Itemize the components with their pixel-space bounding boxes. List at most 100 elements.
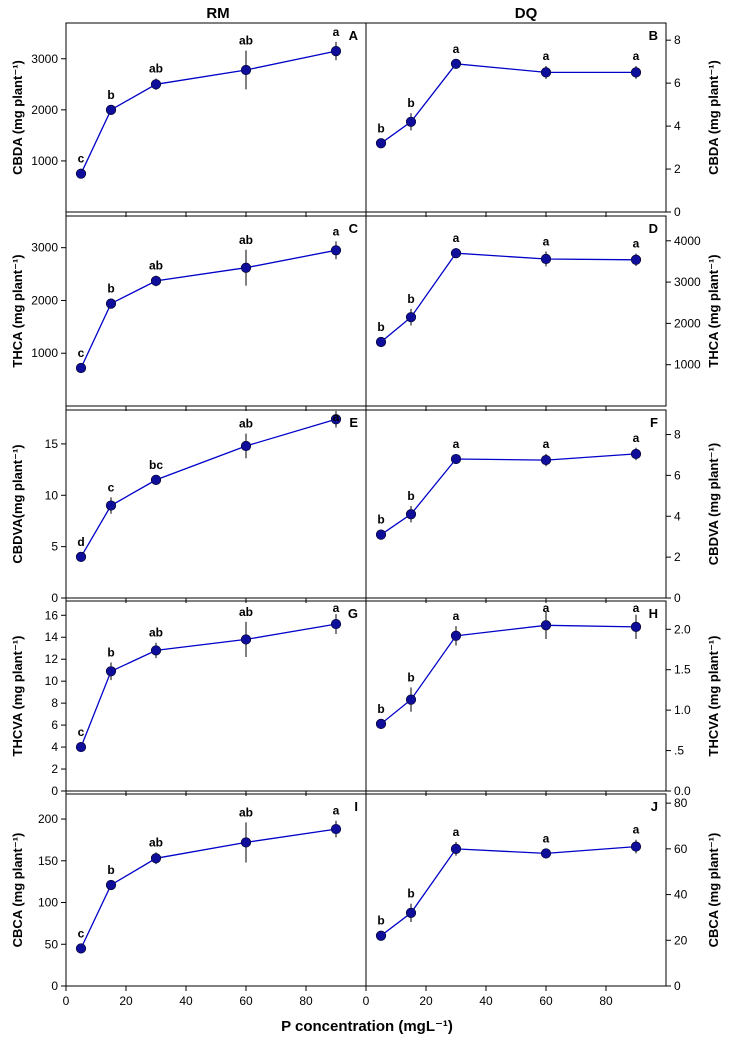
panel-i-point <box>105 879 117 891</box>
panel-h-ytick-label: 1.5 <box>674 663 691 677</box>
panel-d-ytick-label: 4000 <box>674 234 701 248</box>
panel-f-point <box>405 509 417 520</box>
panel-j-sig-letter: b <box>407 887 414 901</box>
panel-d-series-line <box>380 252 637 343</box>
panel-c: 1000 2000 3000 THCA (mg plant⁻¹) Cc b ab ab a <box>10 215 367 411</box>
panel-a-point <box>75 168 87 179</box>
panel-i-sig-letter: c <box>78 926 85 940</box>
panel-b-sig-letter: a <box>453 42 460 56</box>
panel-j-ytick-label: 40 <box>674 888 688 902</box>
panel-g-point <box>150 645 162 656</box>
panel-h-sig-letter: b <box>407 671 414 685</box>
panel-a-point <box>330 45 342 57</box>
panel-c-point <box>150 275 162 287</box>
panel-i-sig-letter: a <box>333 804 340 818</box>
panel-d-point <box>540 253 552 265</box>
panel-i-ytick-label: 150 <box>38 854 58 868</box>
panel-a-ylabel: CBDA (mg plant⁻¹) <box>10 60 25 175</box>
panel-e-id: E <box>349 415 358 430</box>
panel-f: 0 2 4 6 8 CBDVA (mg plant⁻¹) Fb b a a a <box>365 409 721 605</box>
panel-b-ylabel: CBDA (mg plant⁻¹) <box>706 60 721 175</box>
panel-f-ytick-label: 4 <box>674 509 681 523</box>
panel-c-frame <box>65 215 367 407</box>
panel-c-ytick-label: 3000 <box>31 241 58 255</box>
panel-c-ylabel: THCA (mg plant⁻¹) <box>10 254 25 367</box>
panel-d-sig-letter: a <box>543 235 550 249</box>
panel-e-ytick-label: 5 <box>51 540 58 554</box>
panel-b: 0 2 4 6 8 CBDA (mg plant⁻¹) Bb b a a a <box>365 22 721 219</box>
panel-i-sig-letter: b <box>107 863 114 877</box>
panel-a-sig-letter: a <box>333 25 340 39</box>
panel-c-sig-letter: c <box>78 346 85 360</box>
panel-d-point <box>450 248 462 259</box>
panel-d-ytick-label: 1000 <box>674 358 701 372</box>
panel-b-sig-letter: a <box>633 49 640 63</box>
panel-i-ylabel: CBCA (mg plant⁻¹) <box>10 833 25 948</box>
panel-c-id: C <box>349 221 359 236</box>
panel-b-point <box>450 58 462 69</box>
panel-f-id: F <box>650 415 658 430</box>
panel-d-sig-letter: a <box>453 231 460 245</box>
panel-g-ytick-label: 10 <box>45 674 59 688</box>
panel-j-id: J <box>651 799 658 814</box>
panel-f-sig-letter: a <box>543 437 550 451</box>
panel-c-point <box>75 362 87 374</box>
panel-c-sig-letter: ab <box>239 233 253 247</box>
panel-b-sig-letter: a <box>543 49 550 63</box>
panel-g-sig-letter: c <box>78 725 85 739</box>
panel-f-sig-letter: b <box>377 513 384 527</box>
panel-e-series-line <box>80 418 337 558</box>
panel-a-point <box>150 79 162 90</box>
panel-f-ytick-label: 2 <box>674 550 681 564</box>
panel-b-ytick-label: 8 <box>674 33 681 47</box>
panel-e-sig-letter: bc <box>149 458 163 472</box>
panel-b-ytick-label: 2 <box>674 162 681 176</box>
panel-a-series-line <box>80 50 337 174</box>
panel-i-xtick-label: 60 <box>239 994 253 1008</box>
panel-a-point <box>105 104 117 115</box>
panel-d-sig-letter: a <box>633 237 640 251</box>
panel-a-ytick-label: 3000 <box>31 52 58 66</box>
panel-a: 1000 2000 3000 CBDA (mg plant⁻¹) Ac b ab ab a <box>10 22 367 217</box>
panel-i-ytick-label: 50 <box>45 937 59 951</box>
panel-b-frame <box>365 22 667 213</box>
panel-f-point <box>540 454 552 466</box>
panel-h-point <box>405 694 417 705</box>
panel-a-sig-letter: ab <box>149 62 163 76</box>
panel-f-sig-letter: a <box>633 431 640 445</box>
panel-g-series-line <box>80 623 337 748</box>
panel-i-series-line <box>80 828 337 949</box>
panel-h-sig-letter: b <box>377 702 384 716</box>
panel-d-point <box>375 336 387 348</box>
panel-b-point <box>540 67 552 78</box>
panel-h-series-line <box>380 624 637 725</box>
panel-j-ylabel: CBCA (mg plant⁻¹) <box>706 833 721 948</box>
panel-g-ytick-label: 12 <box>45 652 59 666</box>
panel-j-xtick-label: 80 <box>599 994 613 1008</box>
panel-j-point <box>450 843 462 854</box>
panel-i-sig-letter: ab <box>149 835 163 849</box>
panel-i-sig-letter: ab <box>239 805 253 819</box>
panel-c-sig-letter: b <box>107 282 114 296</box>
x-axis-label: P concentration (mgL⁻¹) <box>281 1018 453 1035</box>
panel-f-ylabel: CBDVA (mg plant⁻¹) <box>706 443 721 565</box>
panel-g-ytick-label: 2 <box>51 762 58 776</box>
panel-g-ytick-label: 0 <box>51 784 58 798</box>
panel-j-ytick-label: 0 <box>674 979 681 993</box>
panel-d-ytick-label: 3000 <box>674 275 701 289</box>
panel-f-ytick-label: 6 <box>674 468 681 482</box>
panel-d-sig-letter: b <box>407 292 414 306</box>
panel-j-xtick-label: 60 <box>539 994 553 1008</box>
panel-g: 0 2 4 6 8 10 12 14 16 THCVA (mg plant⁻¹) Gc b ab ab a <box>10 600 367 798</box>
panel-h-ytick-label: .5 <box>674 744 684 758</box>
panel-i-point <box>150 853 162 864</box>
panel-j-point <box>540 848 552 859</box>
panel-h-ytick-label: 0.0 <box>674 784 691 798</box>
panel-b-ytick-label: 0 <box>674 205 681 219</box>
panel-d: 1000 2000 3000 4000 THCA (mg plant⁻¹) Db b a a a <box>365 215 721 411</box>
panel-j-point <box>630 841 642 852</box>
panel-a-id: A <box>349 28 359 43</box>
panel-h: 0.0 .5 1.0 1.5 2.0 THCVA (mg plant⁻¹) Hb b a a a <box>365 600 721 798</box>
panel-e-sig-letter: c <box>108 480 115 494</box>
panel-g-frame <box>65 600 367 792</box>
